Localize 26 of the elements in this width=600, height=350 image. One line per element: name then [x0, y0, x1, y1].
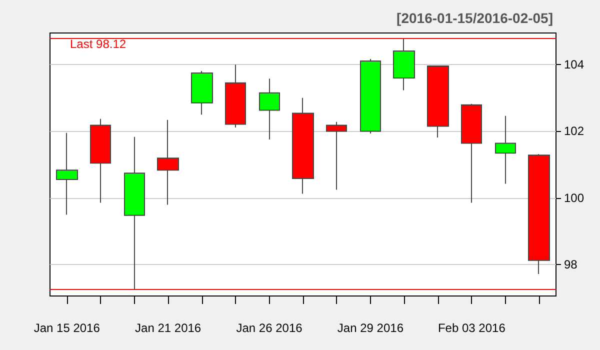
candlestick — [393, 38, 415, 91]
candlestick — [528, 154, 550, 275]
candlestick — [495, 115, 516, 184]
y-tick-label: 98 — [564, 257, 578, 272]
y-tick-label: 102 — [564, 124, 584, 138]
y-tick-label: 100 — [564, 190, 584, 205]
candlestick — [90, 118, 111, 204]
candlestick — [56, 132, 78, 216]
candlestick — [461, 103, 482, 204]
annotation: Last 98.12 — [70, 37, 126, 51]
x-tick-label: Jan 15 2016 — [34, 321, 100, 335]
x-tick-label: Jan 21 2016 — [135, 321, 202, 335]
candlestick — [124, 136, 145, 290]
candlestick — [326, 121, 347, 190]
y-tick-label: 104 — [564, 58, 584, 72]
candlestick — [259, 78, 280, 140]
candlestick — [427, 65, 449, 138]
x-tick-label: Jan 29 2016 — [337, 321, 404, 335]
candlestick — [225, 64, 246, 128]
chart-title: [2016-01-15/2016-02-05] — [396, 10, 554, 26]
x-tick-label: Feb 03 2016 — [438, 321, 506, 335]
candlestick — [360, 58, 381, 134]
candlestick — [292, 97, 314, 194]
candlestick — [157, 119, 179, 206]
x-tick-label: Jan 26 2016 — [236, 321, 303, 335]
candlestick — [191, 70, 213, 116]
